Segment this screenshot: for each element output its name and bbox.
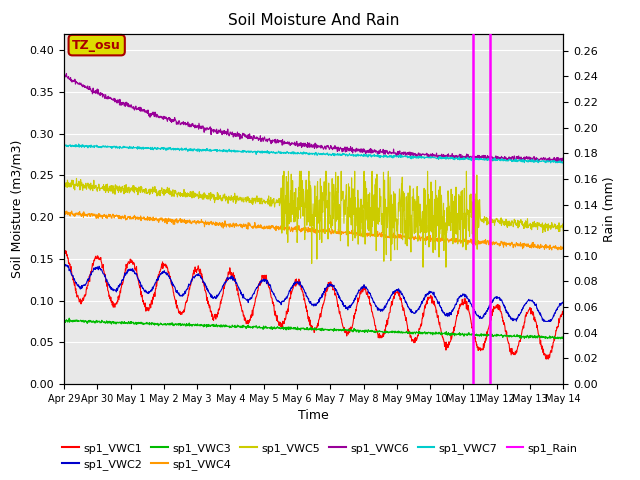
X-axis label: Time: Time — [298, 409, 329, 422]
Y-axis label: Soil Moisture (m3/m3): Soil Moisture (m3/m3) — [11, 140, 24, 278]
Y-axis label: Rain (mm): Rain (mm) — [604, 176, 616, 241]
Title: Soil Moisture And Rain: Soil Moisture And Rain — [228, 13, 399, 28]
Text: TZ_osu: TZ_osu — [72, 38, 121, 52]
Legend: sp1_VWC1, sp1_VWC2, sp1_VWC3, sp1_VWC4, sp1_VWC5, sp1_VWC6, sp1_VWC7, sp1_Rain: sp1_VWC1, sp1_VWC2, sp1_VWC3, sp1_VWC4, … — [58, 438, 582, 474]
